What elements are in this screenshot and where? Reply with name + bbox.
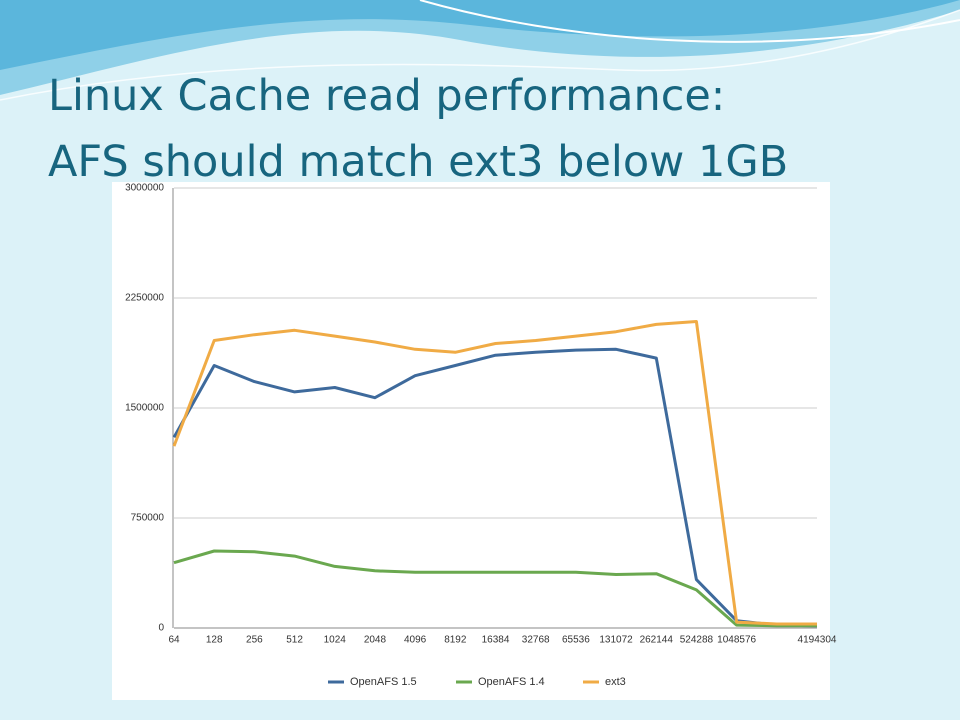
x-tick-label: 8192 (444, 635, 467, 646)
x-tick-label: 256 (246, 635, 263, 646)
x-tick-label: 1048576 (717, 635, 756, 646)
series-line (172, 320, 817, 626)
x-tick-label: 1024 (324, 635, 347, 646)
x-tick-label: 524288 (680, 635, 714, 646)
x-tick-label: 131072 (599, 635, 633, 646)
x-tick-label: 16384 (482, 635, 510, 646)
x-tick-label: 262144 (640, 635, 674, 646)
x-tick-label: 64 (168, 635, 180, 646)
wave-line (0, 9, 960, 101)
slide-title: AFS should match ext3 below 1GB (48, 137, 788, 187)
y-tick-label: 1500000 (125, 403, 164, 414)
x-tick-label: 128 (206, 635, 223, 646)
legend-label: ext3 (605, 676, 626, 688)
x-tick-label: 32768 (522, 635, 550, 646)
series-line (172, 347, 818, 628)
legend-label: OpenAFS 1.5 (350, 676, 417, 688)
y-tick-label: 0 (158, 623, 164, 634)
y-tick-label: 2250000 (125, 293, 164, 304)
y-tick-label: 750000 (131, 513, 165, 524)
y-tick-label: 3000000 (125, 183, 164, 194)
legend-label: OpenAFS 1.4 (478, 676, 545, 688)
wave-decoration (0, 0, 960, 70)
wave-line (419, 0, 960, 43)
x-tick-label: 512 (286, 635, 303, 646)
series-line (173, 549, 817, 628)
x-tick-label: 65536 (562, 635, 590, 646)
chart-area (112, 182, 830, 700)
x-tick-label: 4096 (404, 635, 427, 646)
x-tick-label: 2048 (364, 635, 387, 646)
x-tick-label: 4194304 (798, 635, 837, 646)
slide-title: Linux Cache read performance: (48, 71, 725, 121)
